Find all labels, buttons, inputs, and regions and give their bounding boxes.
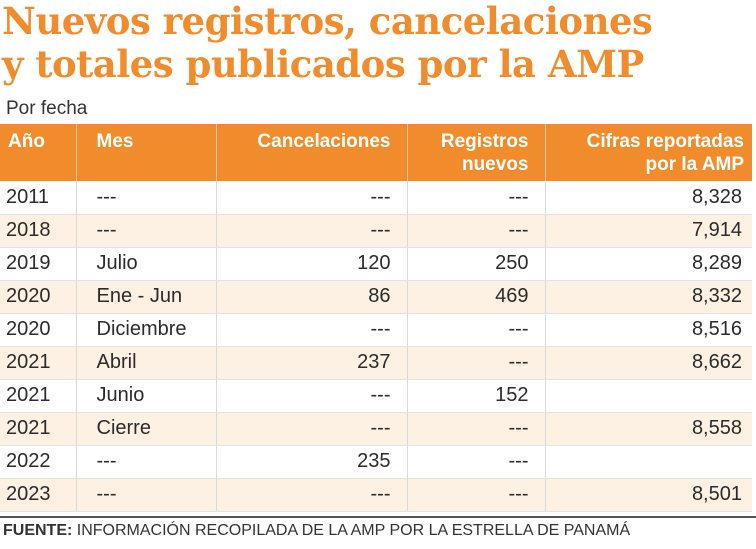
cell-cancelaciones: --- (216, 478, 408, 512)
cell-mes: Diciembre (76, 313, 217, 347)
cell-registros: --- (407, 412, 546, 446)
cell-registros: --- (407, 478, 546, 512)
cell-mes: --- (76, 445, 217, 479)
cell-mes: Junio (76, 379, 217, 413)
cell-cancelaciones: --- (216, 181, 408, 215)
source-text: INFORMACIÓN RECOPILADA DE LA AMP POR LA … (72, 522, 631, 539)
table-row: 2021 Abril 237 --- 8,662 (0, 346, 752, 380)
header-registros-line-1: Registros (440, 131, 529, 152)
table-header-row: Año Mes Cancelaciones Registros nuevos C… (0, 124, 752, 181)
cell-cancelaciones: 120 (216, 247, 408, 281)
cell-cifras: 8,332 (545, 280, 752, 314)
cell-cifras: 8,501 (545, 478, 752, 512)
cell-registros: --- (407, 313, 546, 347)
cell-mes: --- (76, 478, 217, 512)
cell-cifras: 8,328 (545, 181, 752, 215)
table-row: 2021 Cierre --- --- 8,558 (0, 412, 752, 446)
table-row: 2022 --- 235 --- (0, 445, 752, 479)
header-registros: Registros nuevos (407, 124, 546, 181)
table-row: 2019 Julio 120 250 8,289 (0, 247, 752, 281)
cell-anio: 2023 (0, 478, 77, 512)
cell-anio: 2022 (0, 445, 77, 479)
title-line-2: y totales publicados por la AMP (2, 42, 644, 86)
cell-cifras (545, 379, 752, 413)
cell-registros: --- (407, 346, 546, 380)
cell-cancelaciones: 86 (216, 280, 408, 314)
table-row: 2020 Ene - Jun 86 469 8,332 (0, 280, 752, 314)
cell-cancelaciones: --- (216, 412, 408, 446)
cell-anio: 2021 (0, 379, 77, 413)
cell-cancelaciones: --- (216, 214, 408, 248)
cell-cifras (545, 445, 752, 479)
cell-cifras: 8,516 (545, 313, 752, 347)
cell-anio: 2020 (0, 280, 77, 314)
cell-registros: 469 (407, 280, 546, 314)
cell-cancelaciones: 237 (216, 346, 408, 380)
header-anio: Año (0, 124, 77, 181)
header-cifras-line-2: por la AMP (645, 154, 744, 175)
cell-mes: Ene - Jun (76, 280, 217, 314)
cell-registros: 250 (407, 247, 546, 281)
cell-mes: Abril (76, 346, 217, 380)
cell-mes: --- (76, 214, 217, 248)
table-row: 2020 Diciembre --- --- 8,516 (0, 313, 752, 347)
cell-anio: 2021 (0, 412, 77, 446)
cell-registros: --- (407, 181, 546, 215)
cell-registros: --- (407, 214, 546, 248)
table-body: 2011 --- --- --- 8,328 2018 --- --- --- 7,914 2019… (0, 181, 752, 512)
cell-cancelaciones: --- (216, 313, 408, 347)
table-row: 2021 Junio --- 152 (0, 379, 752, 413)
data-table: Año Mes Cancelaciones Registros nuevos C… (0, 124, 752, 512)
cell-cifras: 8,662 (545, 346, 752, 380)
cell-anio: 2011 (0, 181, 77, 215)
cell-mes: --- (76, 181, 217, 215)
cell-mes: Cierre (76, 412, 217, 446)
cell-registros: --- (407, 445, 546, 479)
cell-anio: 2019 (0, 247, 77, 281)
table-row: 2023 --- --- --- 8,501 (0, 478, 752, 512)
cell-cifras: 8,558 (545, 412, 752, 446)
cell-anio: 2020 (0, 313, 77, 347)
header-mes: Mes (76, 124, 217, 181)
cell-mes: Julio (76, 247, 217, 281)
cell-cifras: 7,914 (545, 214, 752, 248)
title-line-1: Nuevos registros, cancelaciones (2, 0, 653, 43)
footer-divider (0, 516, 756, 518)
cell-anio: 2021 (0, 346, 77, 380)
chart-subtitle: Por fecha (6, 98, 88, 119)
header-registros-line-2: nuevos (461, 154, 529, 175)
header-cancelaciones: Cancelaciones (216, 124, 408, 181)
cell-anio: 2018 (0, 214, 77, 248)
source-label: FUENTE: (3, 522, 73, 539)
cell-cifras: 8,289 (545, 247, 752, 281)
header-cifras-line-1: Cifras reportadas (586, 131, 744, 152)
cell-cancelaciones: 235 (216, 445, 408, 479)
chart-title: Nuevos registros, cancelaciones y totale… (2, 0, 752, 86)
table-row: 2018 --- --- --- 7,914 (0, 214, 752, 248)
cell-cancelaciones: --- (216, 379, 408, 413)
header-cifras: Cifras reportadas por la AMP (545, 124, 752, 181)
table-row: 2011 --- --- --- 8,328 (0, 181, 752, 215)
cell-registros: 152 (407, 379, 546, 413)
source-note: FUENTE: INFORMACIÓN RECOPILADA DE LA AMP… (3, 522, 630, 540)
